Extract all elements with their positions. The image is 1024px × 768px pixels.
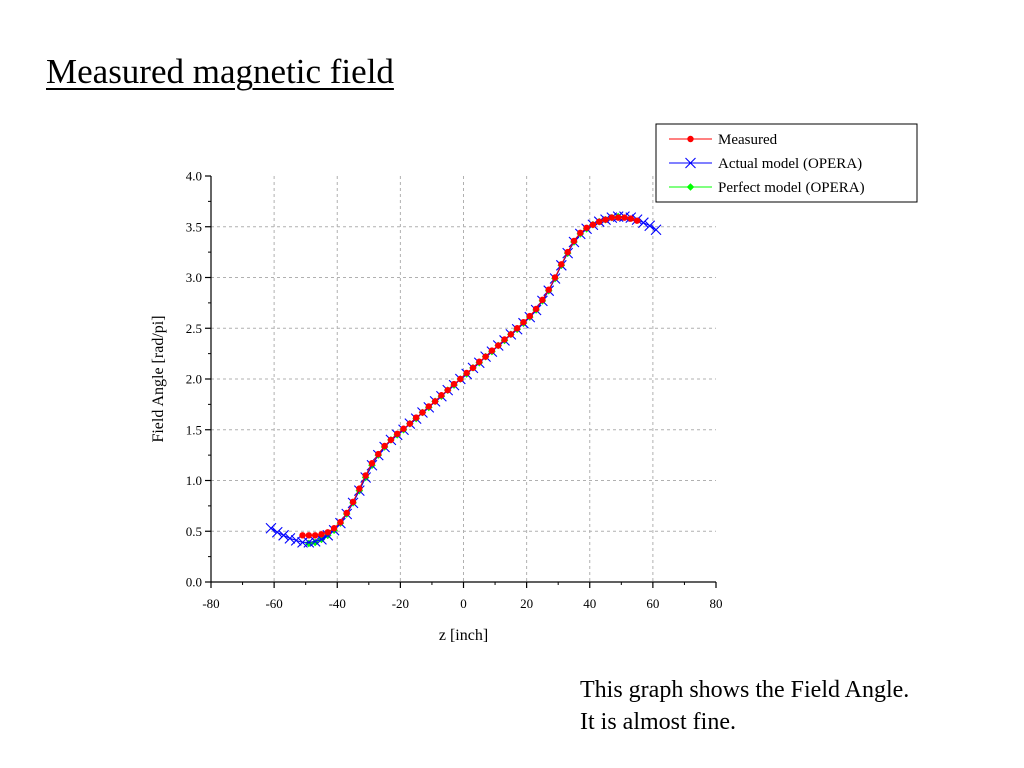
x-tick-label: -20 — [392, 596, 409, 611]
data-point-measured — [469, 364, 477, 372]
caption-line-2: It is almost fine. — [580, 709, 736, 735]
legend-label-measured: Measured — [718, 132, 778, 148]
data-point-measured — [299, 532, 306, 539]
data-point-measured — [375, 450, 382, 458]
x-tick-label: -40 — [329, 596, 346, 611]
data-point-actual-model-opera — [309, 536, 321, 547]
y-tick-label: 0.0 — [186, 575, 202, 590]
data-point-measured — [400, 425, 407, 432]
legend-marker-measured — [687, 135, 694, 143]
data-point-actual-model-opera — [290, 534, 302, 546]
y-tick-label: 1.0 — [186, 473, 202, 488]
data-point-measured — [482, 353, 489, 360]
x-tick-label: 80 — [710, 596, 723, 611]
data-point-measured — [551, 274, 559, 281]
x-tick-label: 0 — [460, 596, 467, 611]
data-point-measured — [532, 305, 540, 313]
data-point-actual-model-opera — [284, 532, 296, 544]
series-group — [265, 211, 662, 548]
data-point-measured — [356, 485, 363, 492]
y-tick-label: 3.0 — [186, 270, 202, 285]
data-point-measured — [545, 286, 552, 293]
data-point-measured — [431, 398, 439, 405]
data-point-measured — [349, 498, 357, 506]
series-measured — [299, 214, 641, 539]
caption-line-1: This graph shows the Field Angle. — [580, 677, 910, 703]
data-point-measured — [583, 224, 590, 231]
legend-label-actual-model-opera: Actual model (OPERA) — [718, 156, 862, 172]
data-point-measured — [412, 414, 420, 421]
data-point-measured — [488, 347, 496, 354]
data-point-measured — [324, 529, 331, 536]
legend-marker-perfect-model-opera — [686, 183, 695, 191]
data-point-measured — [627, 215, 634, 222]
legend: Measured Actual model (OPERA) Perfect mode… — [655, 123, 918, 203]
y-axis-title: Field Angle [rad/pi] — [150, 315, 167, 442]
data-point-measured — [526, 312, 533, 320]
data-point-measured — [330, 525, 338, 532]
data-point-actual-model-opera — [638, 217, 649, 229]
data-point-actual-model-opera — [265, 522, 277, 534]
data-point-measured — [614, 214, 622, 221]
data-point-measured — [343, 509, 350, 517]
data-point-measured — [539, 296, 546, 304]
data-point-measured — [558, 261, 565, 268]
data-point-measured — [564, 248, 571, 256]
data-point-measured — [495, 342, 502, 349]
x-tick-label: -60 — [265, 596, 282, 611]
slide-title: Measured magnetic field — [46, 52, 394, 91]
data-point-measured — [368, 460, 376, 467]
y-tick-label: 0.5 — [186, 524, 202, 539]
legend-label-perfect-model-opera: Perfect model (OPERA) — [718, 180, 865, 196]
x-axis-title: z [inch] — [439, 627, 488, 644]
data-point-measured — [520, 318, 527, 326]
y-tick-label: 4.0 — [186, 169, 202, 184]
y-tick-label: 1.5 — [186, 422, 202, 437]
data-point-measured — [476, 358, 483, 365]
data-point-measured — [381, 442, 388, 450]
data-point-measured — [362, 472, 369, 479]
data-point-actual-model-opera — [650, 224, 662, 236]
data-point-measured — [463, 369, 470, 377]
data-point-measured — [318, 531, 325, 538]
data-point-measured — [311, 532, 319, 539]
data-point-measured — [507, 331, 515, 338]
x-tick-label: -80 — [202, 596, 219, 611]
data-point-measured — [305, 532, 313, 539]
data-point-measured — [501, 336, 508, 343]
data-point-measured — [419, 409, 426, 416]
data-point-measured — [337, 518, 344, 526]
data-point-measured — [387, 436, 395, 444]
data-point-actual-model-opera — [278, 529, 289, 541]
data-point-measured — [621, 214, 628, 221]
data-point-measured — [513, 325, 521, 332]
data-point-measured — [602, 216, 609, 223]
data-point-measured — [444, 386, 451, 394]
data-point-measured — [633, 217, 641, 224]
data-point-measured — [425, 403, 432, 410]
data-point-measured — [577, 229, 584, 237]
data-point-measured — [570, 237, 578, 245]
x-tick-label: 60 — [646, 596, 659, 611]
y-tick-label: 2.0 — [186, 372, 202, 387]
data-point-measured — [394, 430, 401, 438]
axes: -80 -60 -40 -20 0 20 40 60 80 0.0 0.5 1.0 1.5 2.0 2.5 3… — [150, 169, 723, 645]
x-tick-label: 40 — [583, 596, 596, 611]
data-point-actual-model-opera — [644, 220, 656, 232]
data-point-measured — [596, 218, 603, 225]
data-point-measured — [589, 221, 597, 228]
data-point-measured — [438, 392, 445, 399]
caption: This graph shows the Field Angle. It is … — [580, 674, 909, 738]
data-point-measured — [406, 420, 414, 427]
legend-marker-actual-model-opera — [685, 157, 696, 169]
y-tick-label: 2.5 — [186, 321, 202, 336]
data-point-measured — [608, 214, 616, 221]
x-tick-label: 20 — [520, 596, 533, 611]
data-point-actual-model-opera — [271, 526, 283, 538]
data-point-measured — [457, 375, 464, 383]
data-point-measured — [450, 380, 458, 388]
y-tick-label: 3.5 — [186, 219, 202, 234]
